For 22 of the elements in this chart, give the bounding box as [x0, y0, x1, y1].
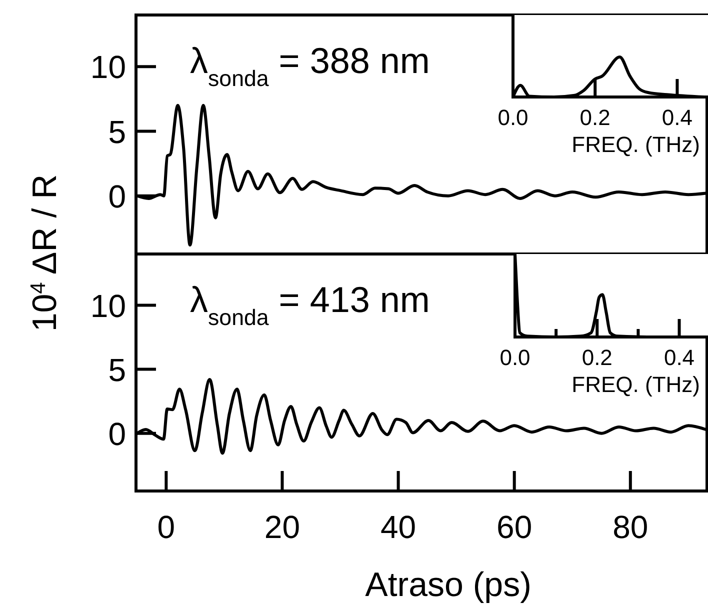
x-tick-label: 0.2: [580, 105, 610, 130]
annotation: λ$_{sonda}$ = 388 nm: [190, 40, 430, 90]
x-tick-label: 0: [157, 509, 176, 545]
x-tick-label: 60: [496, 509, 532, 545]
y-tick-label: 5: [108, 114, 126, 150]
x-tick-label: 40: [380, 509, 416, 545]
y-tick-label: 10: [90, 49, 126, 86]
x-tick-label: 0.4: [664, 345, 695, 370]
y-tick-label: 5: [108, 352, 126, 388]
y-tick-label: 10: [90, 288, 126, 324]
x-tick-label: 0.0: [498, 105, 528, 130]
x-tick-label: 0.4: [662, 105, 693, 130]
x-tick-label: 0.2: [582, 345, 612, 370]
annotation: λ$_{sonda}$ = 413 nm: [190, 279, 430, 330]
x-axis-title: FREQ. (THz): [572, 372, 700, 397]
y-tick-label: 0: [108, 178, 126, 214]
x-axis-title: Atraso (ps): [365, 566, 532, 604]
x-tick-label: 20: [264, 509, 300, 545]
y-tick-label: 0: [108, 416, 126, 452]
x-tick-label: 0.0: [500, 345, 530, 370]
x-tick-label: 80: [612, 509, 648, 545]
x-axis-title: FREQ. (THz): [572, 132, 700, 157]
